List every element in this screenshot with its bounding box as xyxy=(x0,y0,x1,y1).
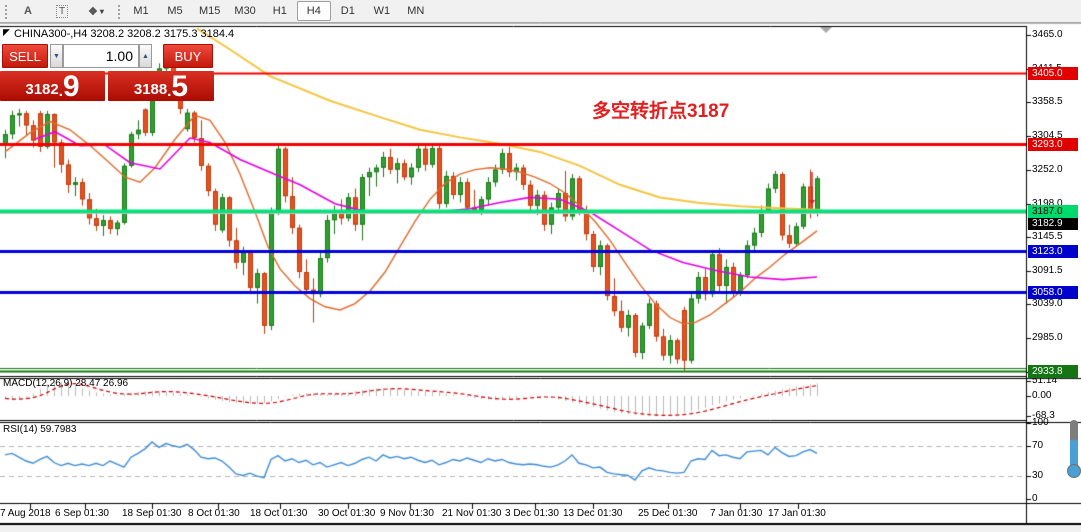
buy-price-big-digit: 5 xyxy=(171,70,189,103)
level-price-label: 3123.0 xyxy=(1028,245,1078,259)
date-tick-label: 7 Aug 2018 xyxy=(0,508,51,519)
macd-indicator-label: MACD(12,26,9) 28.47 26.96 xyxy=(3,378,129,389)
macd-axis-label: 51.14 xyxy=(1032,375,1058,387)
chevron-down-icon: ▾ xyxy=(99,6,104,16)
collapse-panel-icon[interactable]: ◤ xyxy=(3,27,10,37)
level-price-label: 3293.0 xyxy=(1028,137,1078,151)
date-tick-label: 18 Sep 01:30 xyxy=(122,508,182,519)
date-tick-label: 3 Dec 01:30 xyxy=(505,508,559,519)
rsi-axis-label: 30 xyxy=(1032,470,1044,482)
toolbar-grip[interactable] xyxy=(116,3,121,19)
timeframe-button-H4[interactable]: H4 xyxy=(296,1,331,21)
price-tick-label: 3145.5 xyxy=(1032,230,1063,242)
price-tick-label: 3304.5 xyxy=(1032,130,1063,142)
scrollbar-tube xyxy=(1070,420,1078,470)
timeframe-button-M30[interactable]: M30 xyxy=(234,5,256,17)
level-price-label: 3058.0 xyxy=(1028,286,1078,300)
timeframe-button-D1[interactable]: D1 xyxy=(340,5,355,17)
level-price-label: 3187.0 xyxy=(1028,204,1078,218)
volume-increase-button[interactable]: ▲ xyxy=(139,44,152,68)
sell-price-big-digit: 9 xyxy=(62,70,80,103)
macd-axis-label: 0.00 xyxy=(1032,390,1052,401)
symbol-ohlc-line: CHINA300-,H4 3208.2 3208.2 3175.3 3184.4 xyxy=(14,28,235,40)
sell-price-dot: . xyxy=(58,83,63,100)
buy-button[interactable]: BUY xyxy=(163,44,213,68)
timeframe-button-H1[interactable]: H1 xyxy=(272,5,287,17)
volume-input[interactable] xyxy=(63,44,139,68)
objects-tool-button[interactable]: ❖ ▾ xyxy=(79,1,113,21)
date-tick-label: 7 Jan 01:30 xyxy=(710,508,763,519)
date-tick-label: 30 Oct 01:30 xyxy=(318,508,376,519)
chart-annotation-text: 多空转折点3187 xyxy=(592,101,730,122)
price-tick-label: 3252.0 xyxy=(1032,163,1063,175)
font-tool-button[interactable]: A xyxy=(24,5,32,17)
level-price-label: 2933.8 xyxy=(1028,364,1078,378)
bid-price-label: 3182.9 xyxy=(1028,217,1078,231)
volume-decrease-button[interactable]: ▼ xyxy=(50,44,63,68)
sell-button[interactable]: SELL xyxy=(2,44,48,68)
date-tick-label: 21 Nov 01:30 xyxy=(442,508,502,519)
price-tick-label: 3198.0 xyxy=(1032,197,1063,209)
sell-price-main: 3182 xyxy=(25,81,59,98)
date-tick-label: 6 Sep 01:30 xyxy=(55,508,109,519)
price-tick-label: 3091.5 xyxy=(1032,265,1063,277)
price-tick-label: 3358.5 xyxy=(1032,96,1063,108)
date-tick-label: 8 Oct 01:30 xyxy=(188,508,240,519)
price-tick-label: 3465.0 xyxy=(1032,28,1063,40)
date-tick-label: 18 Oct 01:30 xyxy=(250,508,308,519)
buy-price-main: 3188 xyxy=(133,81,168,98)
timeframe-bar: M1 M5 M15 M30 H1 H4 D1 W1 MN xyxy=(124,1,433,21)
timeframe-button-M15[interactable]: M15 xyxy=(199,5,221,17)
date-tick-label: 25 Dec 01:30 xyxy=(638,508,698,519)
sell-price-box[interactable]: 3182. 9 xyxy=(0,70,105,103)
rsi-axis-label: 100 xyxy=(1032,417,1049,428)
rsi-axis-label: 70 xyxy=(1032,439,1044,451)
trade-panel-row: SELL ▼ ▲ BUY xyxy=(0,44,214,69)
buy-price-dot: . xyxy=(167,83,172,100)
rsi-indicator-label: RSI(14) 59.7983 xyxy=(3,424,77,435)
objects-icon: ❖ xyxy=(88,5,98,18)
text-label-tool-button[interactable]: T xyxy=(45,1,79,21)
rsi-axis-label: 0 xyxy=(1032,493,1038,504)
macd-axis-label: -68.3 xyxy=(1032,409,1055,421)
timeframe-button-M5[interactable]: M5 xyxy=(167,5,183,17)
timeframe-button-M1[interactable]: M1 xyxy=(133,5,149,17)
buy-price-box[interactable]: 3188. 5 xyxy=(108,70,214,103)
date-tick-label: 9 Nov 01:30 xyxy=(380,508,434,519)
top-toolbar: A T ❖ ▾ M1 M5 M15 M30 H1 H4 D1 W1 MN xyxy=(0,0,1081,23)
text-box-icon: T xyxy=(55,4,69,18)
price-tick-label: 2985.0 xyxy=(1032,332,1063,344)
price-tick-label: 3039.0 xyxy=(1032,298,1063,310)
vertical-scrollbar-thumb[interactable] xyxy=(1067,420,1081,482)
level-price-label: 3405.0 xyxy=(1028,66,1078,80)
scrollbar-bulb xyxy=(1067,464,1081,478)
timeframe-button-MN[interactable]: MN xyxy=(407,5,425,17)
timeframe-button-W1[interactable]: W1 xyxy=(373,5,391,17)
date-tick-label: 17 Jan 01:30 xyxy=(768,508,826,519)
toolbar-grip[interactable] xyxy=(3,3,8,19)
date-tick-label: 13 Dec 01:30 xyxy=(563,508,623,519)
